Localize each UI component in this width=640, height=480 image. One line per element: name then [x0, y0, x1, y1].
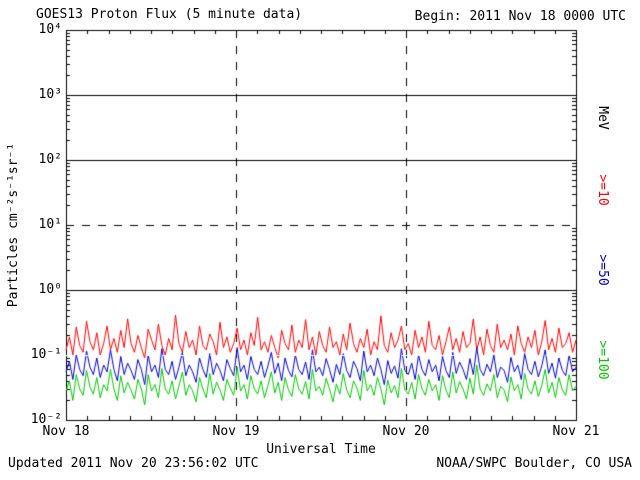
credit-text: NOAA/SWPC Boulder, CO USA	[436, 456, 632, 471]
y-tick-label: 10⁴	[38, 22, 62, 37]
y-tick-label: 10²	[38, 152, 62, 167]
x-tick-label: Nov 21	[552, 424, 600, 439]
right-series-label: >=10	[595, 174, 610, 206]
y-tick-label: 10⁻²	[30, 412, 62, 427]
y-tick-label: 10⁻¹	[30, 347, 62, 362]
y-tick-label: 10⁰	[38, 282, 62, 297]
x-tick-label: Nov 20	[382, 424, 430, 439]
right-series-label: >=100	[595, 340, 610, 380]
right-series-label: >=50	[595, 254, 610, 286]
chart-title: GOES13 Proton Flux (5 minute data)	[36, 7, 303, 22]
y-tick-label: 10¹	[38, 217, 62, 232]
updated-timestamp: Updated 2011 Nov 20 23:56:02 UTC	[8, 456, 259, 471]
x-axis-label: Universal Time	[266, 442, 376, 457]
x-tick-label: Nov 18	[42, 424, 90, 439]
begin-timestamp: Begin: 2011 Nov 18 0000 UTC	[414, 9, 626, 24]
mev-unit-label: MeV	[595, 106, 610, 130]
x-tick-label: Nov 19	[212, 424, 260, 439]
y-tick-label: 10³	[38, 87, 62, 102]
